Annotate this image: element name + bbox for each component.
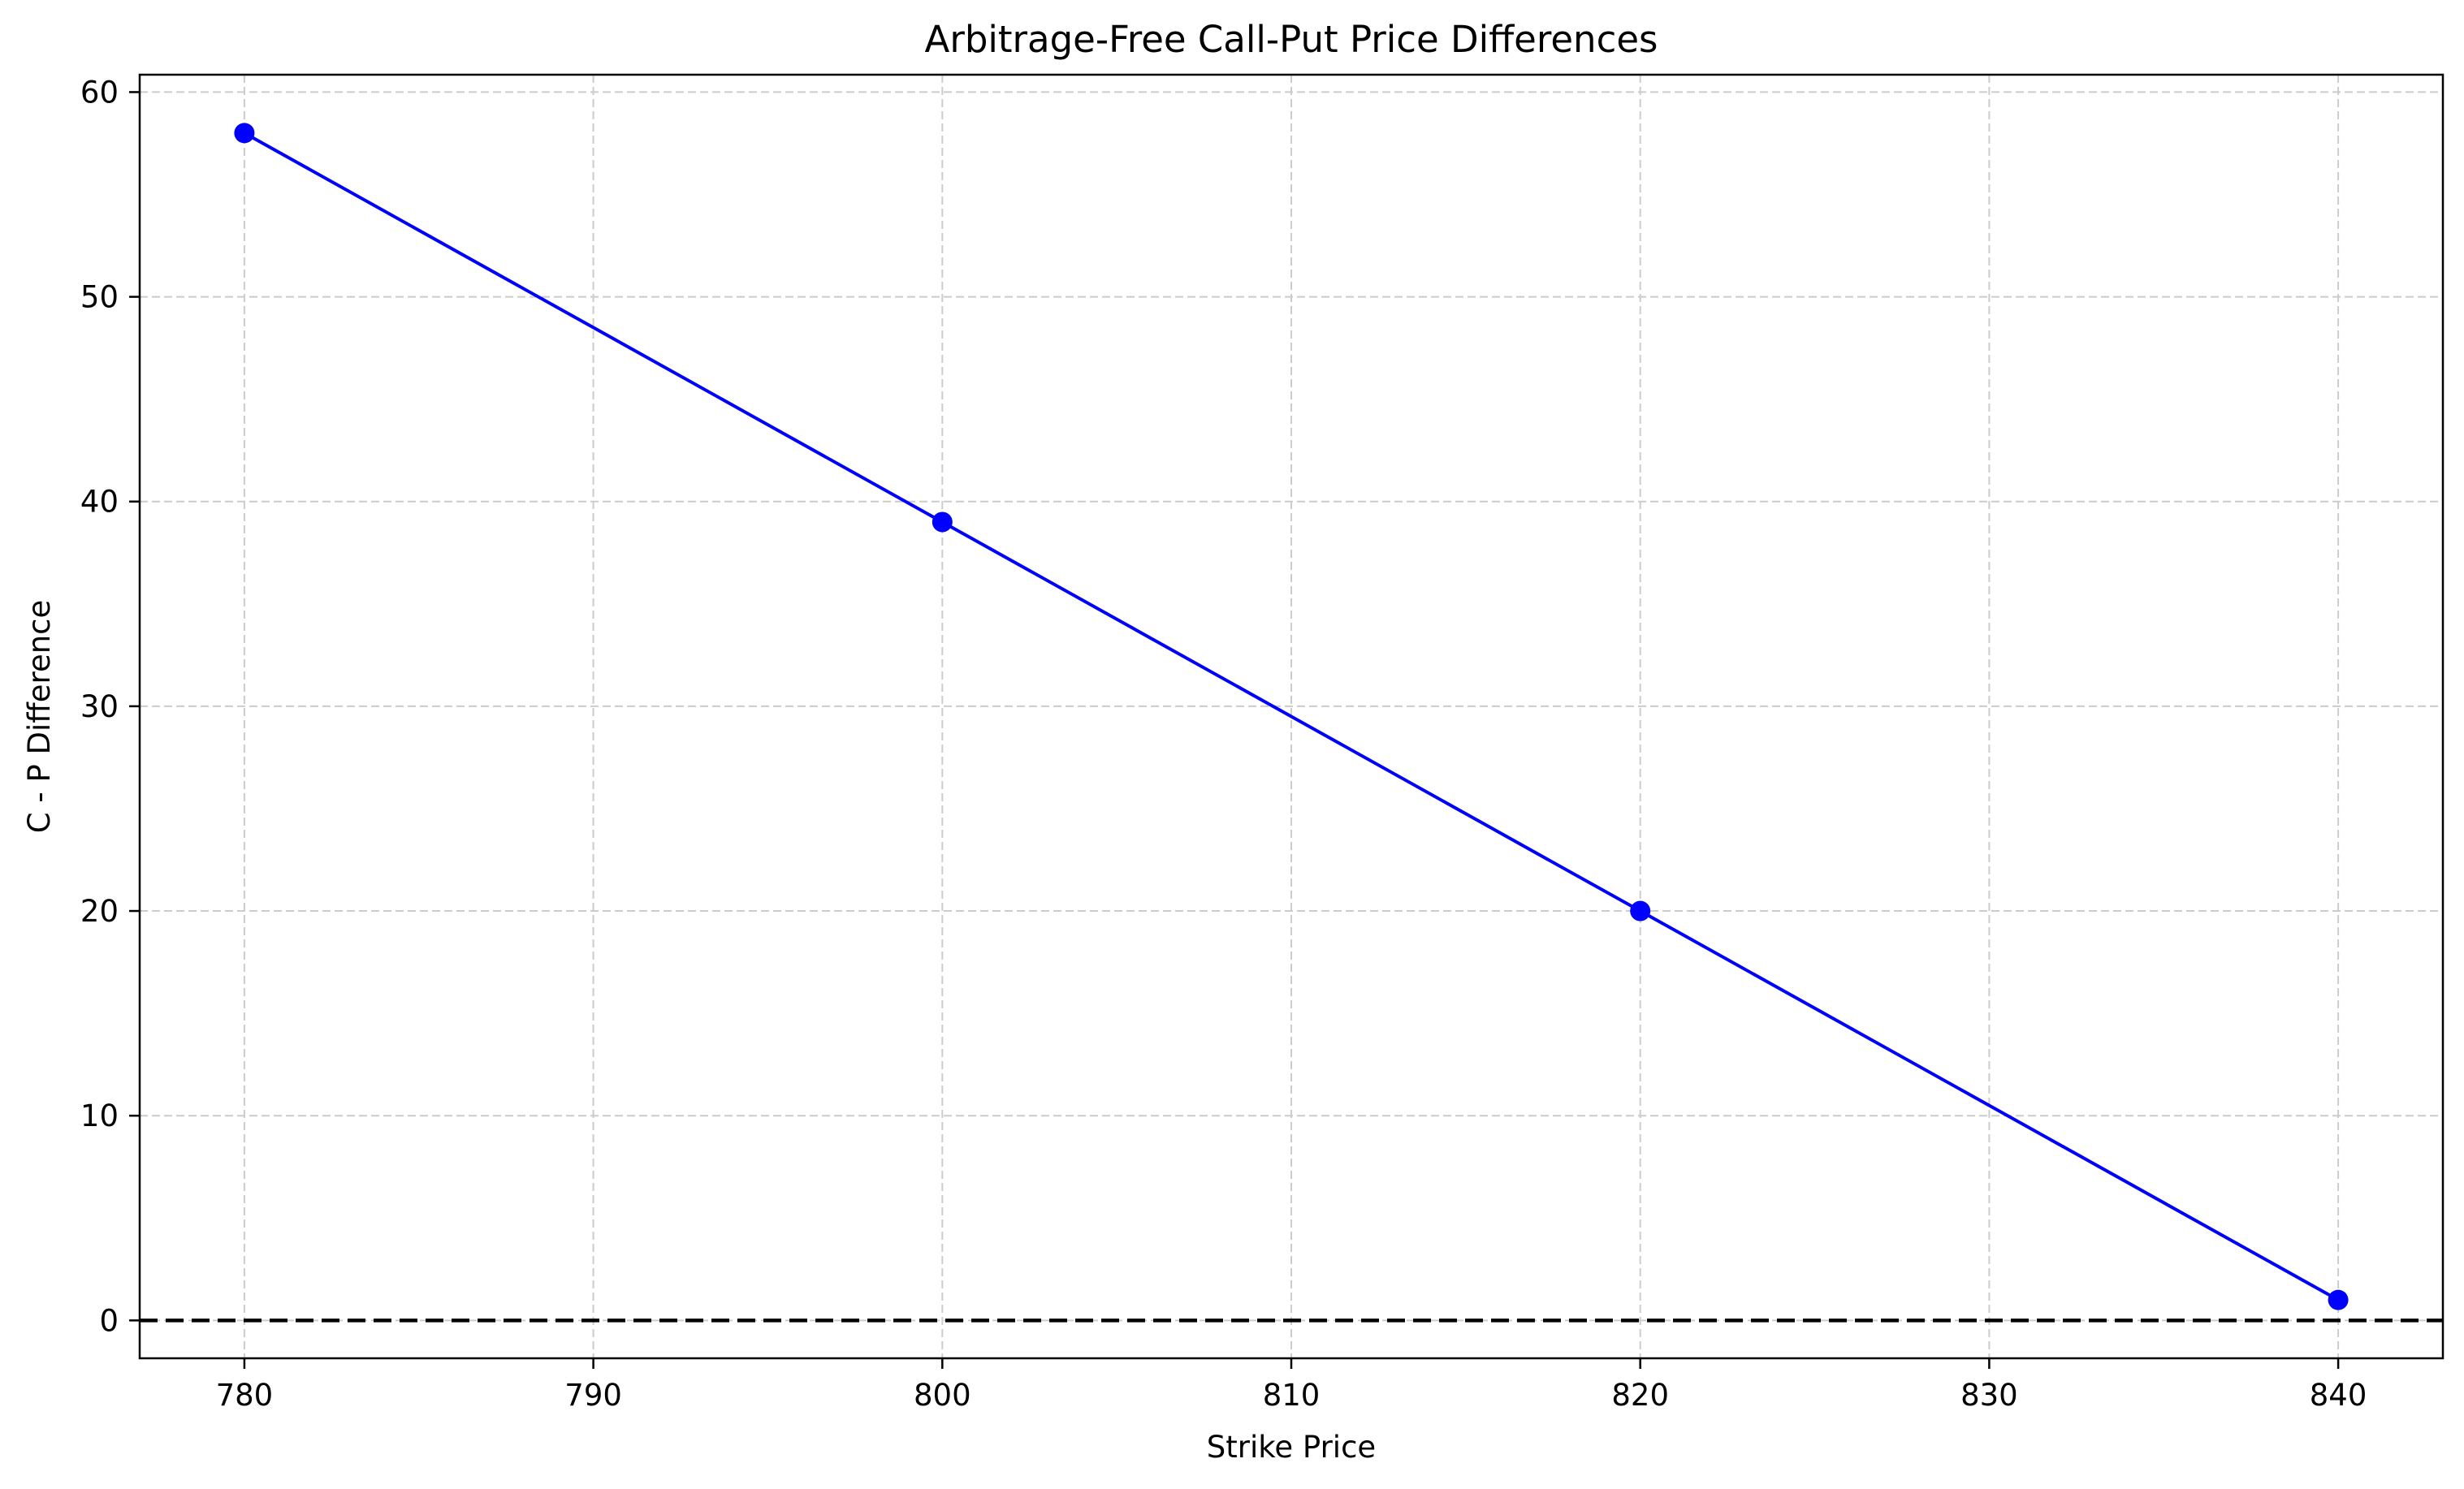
y-tick-label: 60 <box>80 75 119 110</box>
x-tick-label: 810 <box>1263 1378 1321 1413</box>
x-tick-label: 790 <box>564 1378 622 1413</box>
series-group <box>234 123 2349 1310</box>
y-axis-title: C - P Difference <box>22 600 57 834</box>
x-axis: 780 790 800 810 820 830 840 <box>216 1358 2367 1413</box>
x-tick-label: 780 <box>216 1378 274 1413</box>
y-tick-label: 10 <box>80 1098 119 1133</box>
y-tick-label: 50 <box>80 280 119 315</box>
data-point <box>932 511 953 533</box>
x-tick-label: 820 <box>1611 1378 1669 1413</box>
x-axis-title: Strike Price <box>1207 1430 1376 1465</box>
chart-title: Arbitrage-Free Call-Put Price Difference… <box>925 18 1658 61</box>
series-line <box>243 132 2340 1301</box>
data-point <box>1630 900 1651 921</box>
y-tick-label: 20 <box>80 894 119 929</box>
data-point <box>2328 1289 2349 1310</box>
y-tick-label: 40 <box>80 485 119 520</box>
y-axis: 0 10 20 30 40 50 60 <box>80 75 140 1338</box>
x-tick-label: 800 <box>914 1378 971 1413</box>
y-tick-label: 30 <box>80 689 119 724</box>
x-tick-label: 830 <box>1960 1378 2018 1413</box>
data-point <box>234 123 255 144</box>
y-tick-label: 0 <box>99 1303 119 1338</box>
x-tick-label: 840 <box>2310 1378 2367 1413</box>
grid <box>140 75 2443 1358</box>
